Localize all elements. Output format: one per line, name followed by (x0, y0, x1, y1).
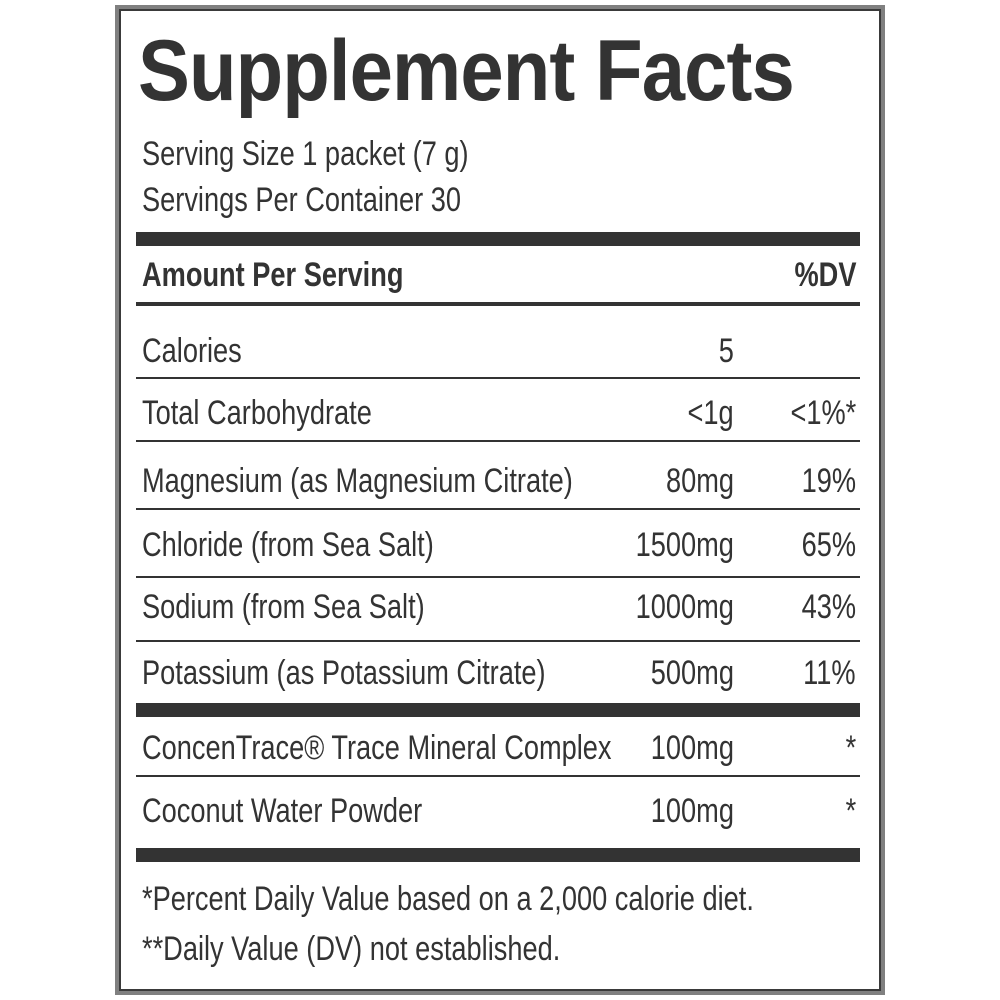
servings-per-container: Servings Per Container 30 (142, 181, 462, 219)
amount-header: Amount Per Serving (142, 256, 404, 294)
row-divider (136, 576, 860, 578)
row-amount: 100mg (650, 729, 734, 767)
row-divider (136, 377, 860, 379)
footnote: **Daily Value (DV) not established. (142, 930, 561, 968)
row-divider (136, 775, 860, 777)
row-amount: 80mg (665, 462, 734, 500)
row-name: Magnesium (as Magnesium Citrate) (142, 462, 573, 500)
footnote: *Percent Daily Value based on a 2,000 ca… (142, 880, 754, 918)
row-divider (136, 440, 860, 442)
serving-size: Serving Size 1 packet (7 g) (142, 135, 469, 173)
divider-thick (136, 703, 860, 717)
row-dv: <1%* (790, 394, 856, 432)
row-dv: * (845, 729, 856, 767)
divider (136, 302, 860, 306)
dv-header: %DV (794, 256, 856, 294)
row-name: Sodium (from Sea Salt) (142, 588, 425, 626)
row-name: Calories (142, 332, 242, 370)
row-dv: 19% (801, 462, 856, 500)
row-amount: 1500mg (635, 526, 734, 564)
row-dv: 65% (801, 526, 856, 564)
row-dv: * (845, 792, 856, 830)
row-amount: <1g (687, 394, 734, 432)
label-frame-inner (119, 9, 881, 991)
row-name: Total Carbohydrate (142, 394, 372, 432)
row-name: Potassium (as Potassium Citrate) (142, 654, 546, 692)
row-divider (136, 640, 860, 642)
row-amount: 5 (718, 332, 734, 370)
row-amount: 1000mg (635, 588, 734, 626)
label-title: Supplement Facts (138, 23, 795, 119)
label-frame (115, 5, 885, 995)
divider-thick (136, 848, 860, 862)
row-divider (136, 508, 860, 510)
row-name: Chloride (from Sea Salt) (142, 526, 434, 564)
row-name: Coconut Water Powder (142, 792, 423, 830)
row-name: ConcenTrace® Trace Mineral Complex (142, 729, 612, 767)
row-dv: 43% (801, 588, 856, 626)
row-dv: 11% (803, 654, 856, 692)
divider-thick (136, 232, 860, 246)
row-amount: 500mg (650, 654, 734, 692)
row-amount: 100mg (650, 792, 734, 830)
